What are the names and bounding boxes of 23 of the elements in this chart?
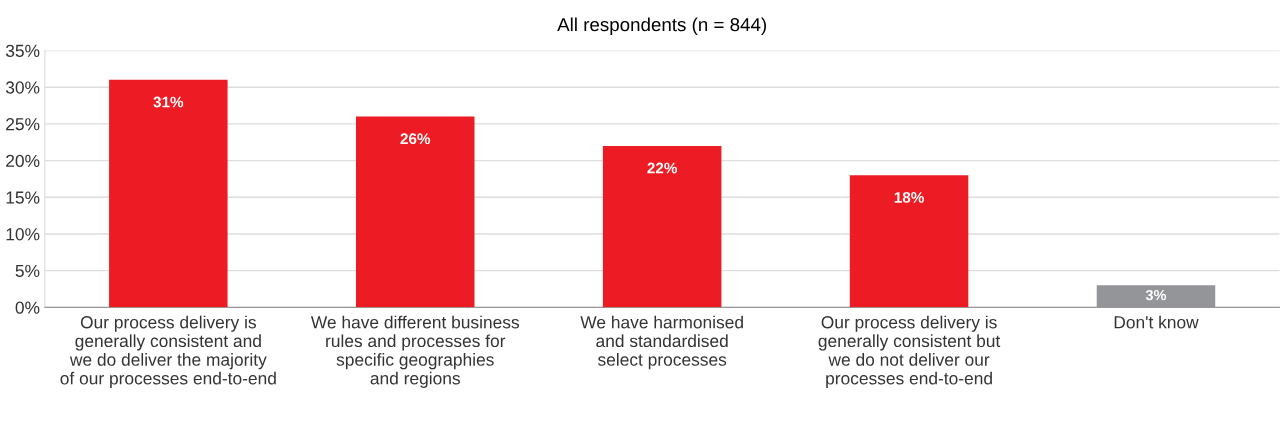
y-tick-label: 35% [5, 44, 40, 57]
data-label: 18% [894, 191, 924, 203]
y-tick-label: 30% [5, 81, 40, 94]
chart-title: All respondents (n = 844) [557, 17, 767, 35]
x-tick-label: Our process delivery is generally consistent but we do not deliver our processes end-to-end [818, 315, 1001, 388]
data-label: 26% [400, 133, 431, 145]
x-tick-label: We have different business rules and processes for specific geographies and regions [310, 315, 520, 388]
y-tick-label: 25% [6, 118, 40, 131]
y-tick-label: 20% [6, 154, 40, 168]
bar [602, 145, 722, 308]
x-tick-label: Don't know [1114, 315, 1199, 329]
x-tick-label: Our process delivery is generally consistent and we do deliver the majority of our processes end-to-end [60, 315, 276, 388]
x-tick-label: We have harmonised and standardised select processes [580, 315, 743, 370]
data-label: 22% [647, 162, 678, 174]
y-tick-label: 5% [15, 264, 40, 278]
bar [355, 116, 475, 308]
y-tick-label: 15% [6, 191, 40, 204]
y-tick-label: 10% [6, 228, 40, 241]
bar [109, 79, 228, 308]
data-label: 31% [153, 96, 184, 108]
bar [849, 175, 969, 308]
data-label: 3% [1145, 289, 1167, 301]
y-tick-label: 0% [15, 301, 40, 314]
